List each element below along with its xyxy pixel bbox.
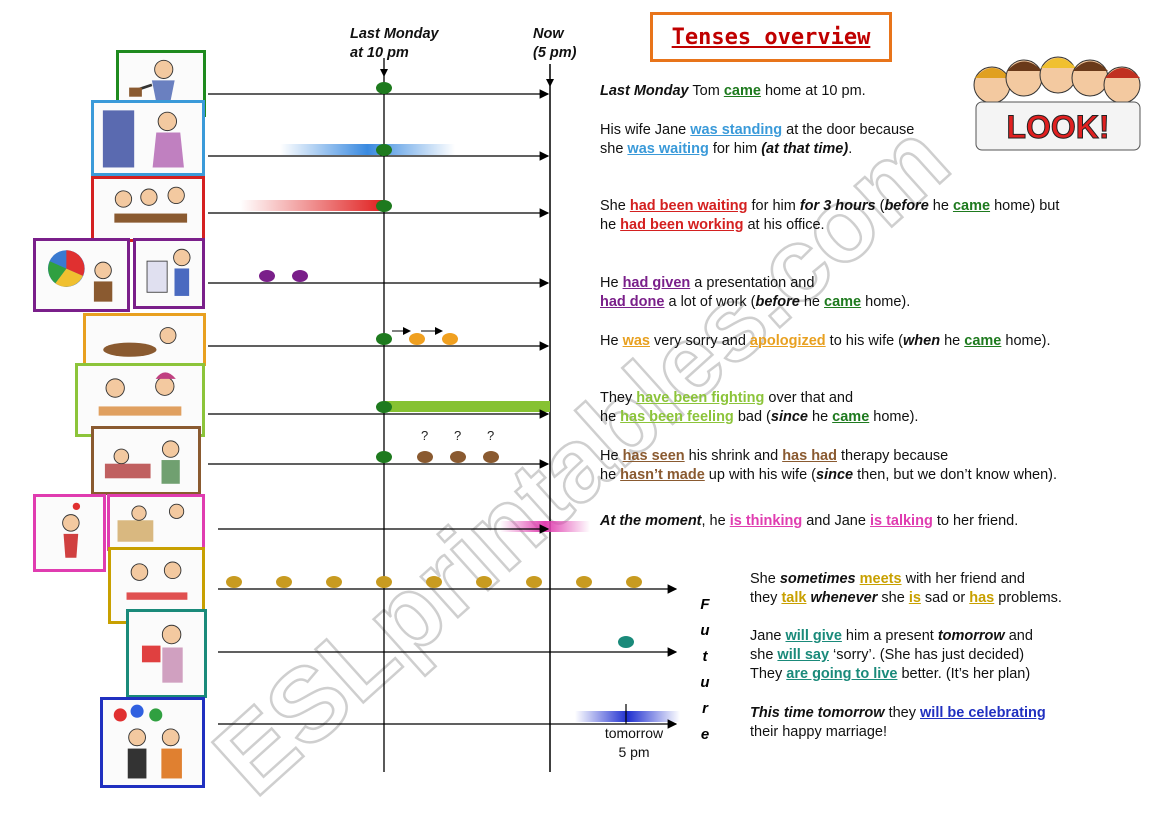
sentence-past-perfect: He had given a presentation and had done… — [600, 275, 911, 310]
page-title: Tenses overview — [671, 24, 871, 50]
last-monday-time: at 10 pm — [350, 45, 409, 61]
tomorrow-text: tomorrow — [604, 725, 664, 741]
last-monday-label: Last Monday — [350, 26, 439, 42]
cartoon-presentation — [33, 238, 130, 312]
question-mark: ? — [487, 428, 495, 443]
cartoon-thinking — [33, 494, 106, 572]
question-mark: ? — [421, 428, 429, 443]
sentence-present-perfect: He has seen his shrink and has had thera… — [600, 448, 1058, 483]
cartoon-fighting — [75, 363, 205, 437]
sentence-present-perfect-continuous: They have been fighting over that and he… — [600, 390, 919, 425]
cartoon-talking — [107, 494, 205, 551]
now-label: Now — [533, 26, 564, 42]
sentence-past-perfect-continuous: She had been waiting for him for 3 hours… — [600, 198, 1060, 233]
future-letter: u — [700, 674, 710, 691]
now-header: Now (5 pm) — [533, 25, 577, 63]
svg-text:LOOK!: LOOK! — [1006, 109, 1109, 145]
sentence-present-simple: She sometimes meets with her friend and … — [750, 571, 1062, 606]
sentence-future-continuous: This time tomorrow they will be celebrat… — [750, 705, 1046, 740]
title-box: Tenses overview — [650, 12, 892, 62]
future-letter: u — [700, 622, 710, 639]
tomorrow-label: tomorrow 5 pm — [594, 724, 674, 762]
now-time: (5 pm) — [533, 45, 577, 61]
sentence-past-simple: Last Monday Tom came home at 10 pm. — [600, 83, 866, 99]
last-monday-header: Last Monday at 10 pm — [350, 25, 439, 63]
future-letter: e — [700, 726, 710, 743]
cartoon-therapy — [91, 426, 201, 495]
sentence-present-continuous: At the moment, he is thinking and Jane i… — [600, 513, 1019, 529]
future-letter: F — [700, 596, 710, 613]
question-mark: ? — [454, 428, 462, 443]
cartoon-apologizing — [83, 313, 206, 366]
sentence-future: Jane will give him a present tomorrow an… — [750, 628, 1033, 682]
cartoon-giving-present — [126, 609, 207, 698]
sentence-past-continuous: His wife Jane was standing at the door b… — [600, 122, 915, 157]
future-label: F u t u r e — [695, 592, 715, 748]
future-letter: t — [702, 648, 708, 665]
cartoon-celebrating — [100, 697, 205, 788]
cartoon-waiting-for-hours — [91, 176, 205, 242]
look-sign-image: LOOK! — [973, 56, 1141, 151]
cartoon-work-papers — [133, 238, 205, 309]
future-letter: r — [702, 700, 708, 717]
cartoon-wife-at-door — [91, 100, 205, 176]
sentence-sequence-past: He was very sorry and apologized to his … — [600, 333, 1051, 349]
tomorrow-time: 5 pm — [618, 744, 650, 760]
